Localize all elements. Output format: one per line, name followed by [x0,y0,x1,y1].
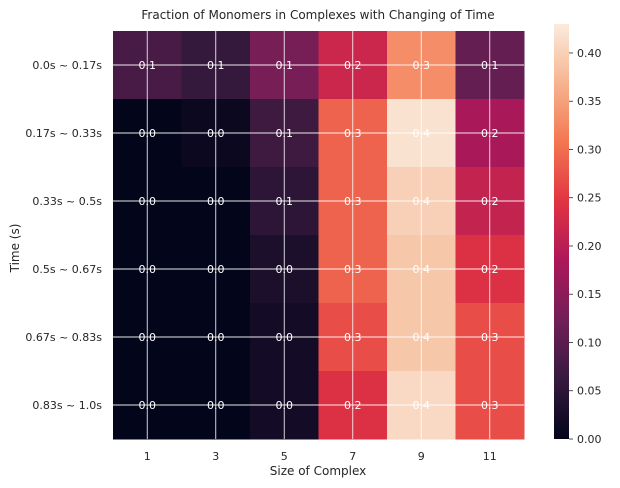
cell-value-label: 0.4 [413,195,431,208]
x-tick-label: 7 [349,450,356,463]
x-axis-title: Size of Complex [270,464,366,478]
colorbar [554,24,569,439]
y-tick-label: 0.67s ~ 0.83s [25,331,102,344]
cell-value-label: 0.3 [344,127,362,140]
x-tick-label: 1 [144,450,151,463]
x-tick-label: 5 [281,450,288,463]
cell-value-label: 0.1 [139,59,157,72]
y-tick-label: 0.0s ~ 0.17s [32,59,102,72]
cell-value-label: 0.0 [139,195,157,208]
y-tick-label: 0.83s ~ 1.0s [32,399,102,412]
cell-value-label: 0.2 [344,399,362,412]
cell-value-label: 0.4 [413,399,431,412]
cell-value-label: 0.2 [481,127,499,140]
cell-value-label: 0.0 [207,331,225,344]
cell-value-label: 0.4 [413,127,431,140]
colorbar-tick-label: 0.05 [577,385,602,398]
cell-value-label: 0.2 [481,263,499,276]
cell-value-label: 0.0 [139,127,157,140]
cell-value-label: 0.3 [344,331,362,344]
cell-value-label: 0.2 [481,195,499,208]
cell-value-label: 0.0 [207,399,225,412]
y-tick-label: 0.33s ~ 0.5s [32,195,102,208]
cell-value-label: 0.0 [139,263,157,276]
cell-value-label: 0.0 [207,263,225,276]
cell-value-label: 0.0 [276,263,294,276]
cell-value-label: 0.0 [139,331,157,344]
colorbar-tick-label: 0.20 [577,240,602,253]
cell-value-label: 0.0 [276,399,294,412]
cell-value-label: 0.4 [413,331,431,344]
x-tick-label: 3 [212,450,219,463]
cell-value-label: 0.0 [276,331,294,344]
colorbar-ticks: 0.00 0.05 0.10 0.15 0.20 0.25 0.30 0.35 0.40 [569,47,602,446]
colorbar-tick-label: 0.15 [577,288,602,301]
cell-value-label: 0.1 [481,59,499,72]
colorbar-tick-label: 0.30 [577,143,602,156]
cell-value-label: 0.2 [344,59,362,72]
y-axis-title: Time (s) [8,224,22,274]
cell-labels: 0.1 0.1 0.1 0.2 0.3 0.1 0.0 0.0 0.1 0.3 0.4 0.2 0.0 0… [139,59,499,412]
cell-value-label: 0.4 [413,263,431,276]
colorbar-tick-label: 0.10 [577,336,602,349]
cell-value-label: 0.0 [207,195,225,208]
colorbar-tick-label: 0.00 [577,433,602,446]
cell-value-label: 0.1 [276,127,294,140]
cell-value-label: 0.3 [413,59,431,72]
y-tick-label: 0.5s ~ 0.67s [32,263,102,276]
cell-value-label: 0.3 [481,331,499,344]
x-tick-label: 9 [418,450,425,463]
colorbar-tick-label: 0.40 [577,47,602,60]
colorbar-tick-label: 0.25 [577,192,602,205]
cell-value-label: 0.0 [139,399,157,412]
cell-value-label: 0.3 [344,195,362,208]
y-tick-labels: 0.0s ~ 0.17s 0.17s ~ 0.33s 0.33s ~ 0.5s 0.5… [25,59,102,412]
cell-value-label: 0.1 [276,195,294,208]
grid-lines [113,31,524,439]
colorbar-tick-label: 0.35 [577,95,602,108]
chart-title: Fraction of Monomers in Complexes with C… [141,8,494,22]
cell-value-label: 0.0 [207,127,225,140]
cell-value-label: 0.1 [276,59,294,72]
cell-value-label: 0.1 [207,59,225,72]
cell-value-label: 0.3 [344,263,362,276]
cell-value-label: 0.3 [481,399,499,412]
heatmap-cells [113,31,525,440]
x-tick-labels: 1 3 5 7 9 11 [144,450,497,463]
x-tick-label: 11 [483,450,497,463]
y-tick-label: 0.17s ~ 0.33s [25,127,102,140]
